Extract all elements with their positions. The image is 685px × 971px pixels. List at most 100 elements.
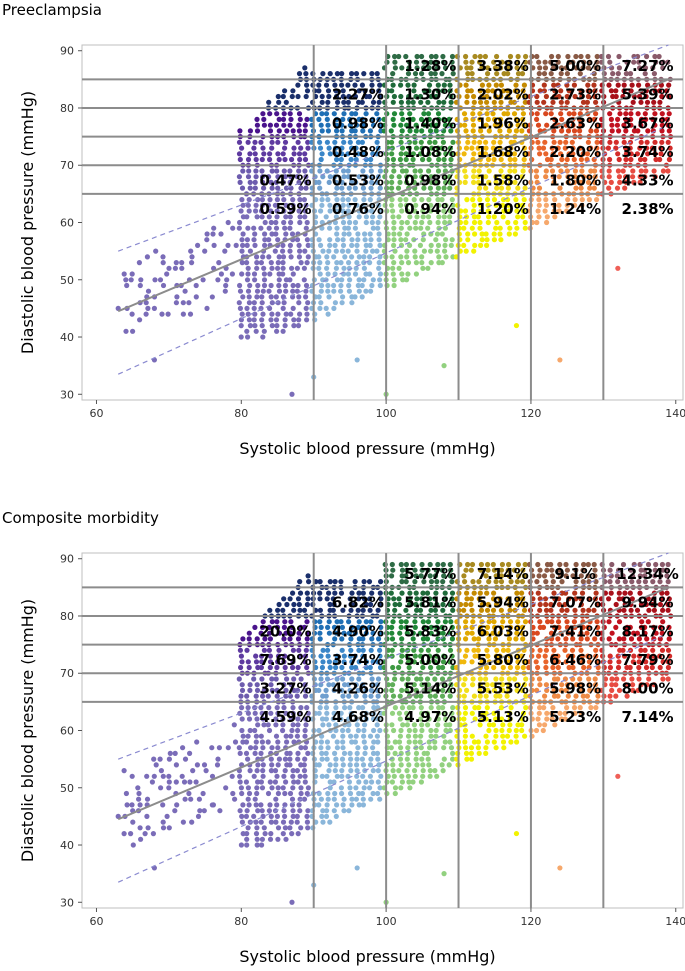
scatter-point [536,722,543,728]
scatter-point [427,185,433,191]
scatter-point [289,727,295,734]
scatter-point [370,225,376,231]
scatter-point [555,59,561,65]
scatter-point [572,202,578,208]
scatter-point [239,260,245,266]
scatter-point [130,842,136,848]
scatter-point [399,168,406,174]
scatter-point [244,693,250,699]
scatter-point [353,71,360,77]
scatter-point [253,819,259,825]
scatter-point [332,242,338,248]
scatter-point [404,248,410,254]
scatter-point [352,82,358,88]
scatter-point [623,71,630,77]
scatter-point [217,808,223,814]
scatter-point [389,139,395,145]
cell-percent-label: 4.59% [259,708,311,726]
scatter-point [395,185,402,191]
scatter-point [579,202,585,208]
scatter-point [204,305,210,311]
scatter-point [281,808,287,814]
scatter-point [296,802,302,808]
scatter-point [370,277,376,283]
scatter-point [173,260,179,266]
scatter-point [463,219,469,226]
scatter-point [331,796,337,802]
scatter-point [414,214,420,220]
scatter-point [377,82,383,88]
scatter-point [323,813,330,820]
scatter-point [339,277,345,283]
scatter-point [571,128,578,134]
scatter-point [352,197,358,203]
scatter-point [476,750,482,757]
scatter-point [537,601,543,608]
scatter-point [484,111,490,117]
scatter-point [363,179,369,185]
scatter-point [304,237,310,243]
scatter-point [461,716,467,722]
scatter-point [121,271,127,277]
scatter-point [426,168,432,174]
scatter-point [606,82,612,88]
scatter-point [375,225,381,231]
cell-percent-label: 0.98% [404,172,456,190]
scatter-point [252,323,258,329]
cell-percent-label: 7.07% [549,594,601,612]
scatter-point [367,271,373,277]
scatter-point [441,156,447,163]
scatter-point [484,237,490,243]
scatter-point [280,248,286,254]
scatter-point [411,197,417,203]
scatter-point [145,288,152,294]
scatter-point [306,579,312,585]
scatter-point [289,831,295,837]
scatter-point [405,260,412,266]
scatter-point [417,93,424,100]
scatter-point [514,65,520,71]
scatter-point [622,185,628,191]
scatter-point [369,282,375,289]
scatter-point [331,808,337,814]
scatter-point [521,197,527,203]
scatter-point [360,168,366,174]
scatter-point [413,202,419,208]
scatter-point [565,53,571,60]
scatter-point [586,174,592,180]
scatter-point [324,168,330,174]
scatter-point [361,260,367,266]
scatter-point [335,237,341,243]
scatter-point [209,802,215,808]
scatter-point [404,277,410,283]
scatter-point [420,265,426,271]
scatter-point [354,768,360,774]
scatter-point [266,808,272,814]
scatter-point [425,756,431,762]
scatter-point [353,145,359,151]
scatter-point [274,111,280,117]
scatter-point [535,208,541,214]
scatter-point [356,277,362,283]
scatter-point [570,59,576,65]
scatter-point [591,82,597,88]
scatter-point [606,596,612,602]
scatter-point [339,179,345,185]
scatter-point [548,156,554,163]
scatter-point [580,151,586,157]
scatter-point [543,174,549,180]
scatter-point [461,573,467,579]
scatter-point [215,756,221,762]
scatter-point [362,88,368,94]
scatter-point [512,231,519,237]
scatter-point [578,179,584,185]
scatter-point [265,790,272,797]
scatter-point [172,265,178,271]
scatter-point [491,231,497,237]
scatter-point [253,693,259,699]
scatter-point [254,768,260,774]
scatter-point [289,208,295,214]
scatter-point [259,323,265,329]
scatter-point [121,831,127,837]
scatter-point [253,208,259,214]
